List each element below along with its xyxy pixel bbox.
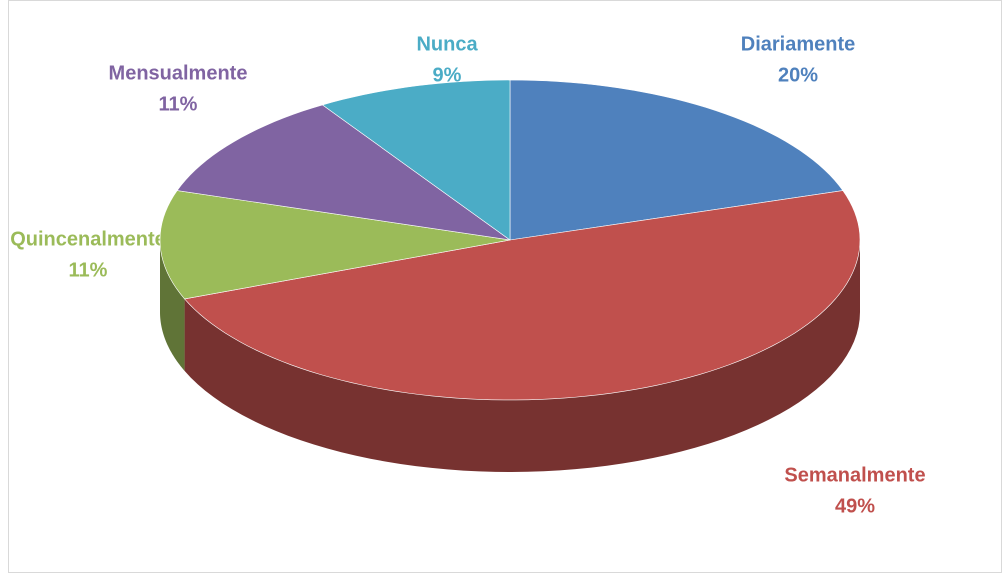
slice	[183, 190, 861, 401]
slice-label: Diariamente	[741, 33, 856, 55]
slice-label: Semanalmente	[784, 464, 925, 486]
slice	[321, 79, 511, 241]
slice	[176, 104, 511, 241]
slice-value-label: 11%	[159, 93, 198, 115]
slice-value-label: 20%	[778, 64, 818, 86]
slice	[159, 190, 511, 300]
slice-side	[160, 240, 185, 371]
slice-side	[184, 240, 860, 472]
slice-value-label: 11%	[69, 259, 108, 281]
slice-value-label: 49%	[835, 495, 875, 517]
slice-value-label: 9%	[433, 64, 462, 86]
slice-label: Quincenalmente	[10, 228, 166, 250]
slice-label: Mensualmente	[109, 62, 248, 84]
slice	[509, 79, 844, 241]
slice-label: Nunca	[416, 33, 478, 55]
